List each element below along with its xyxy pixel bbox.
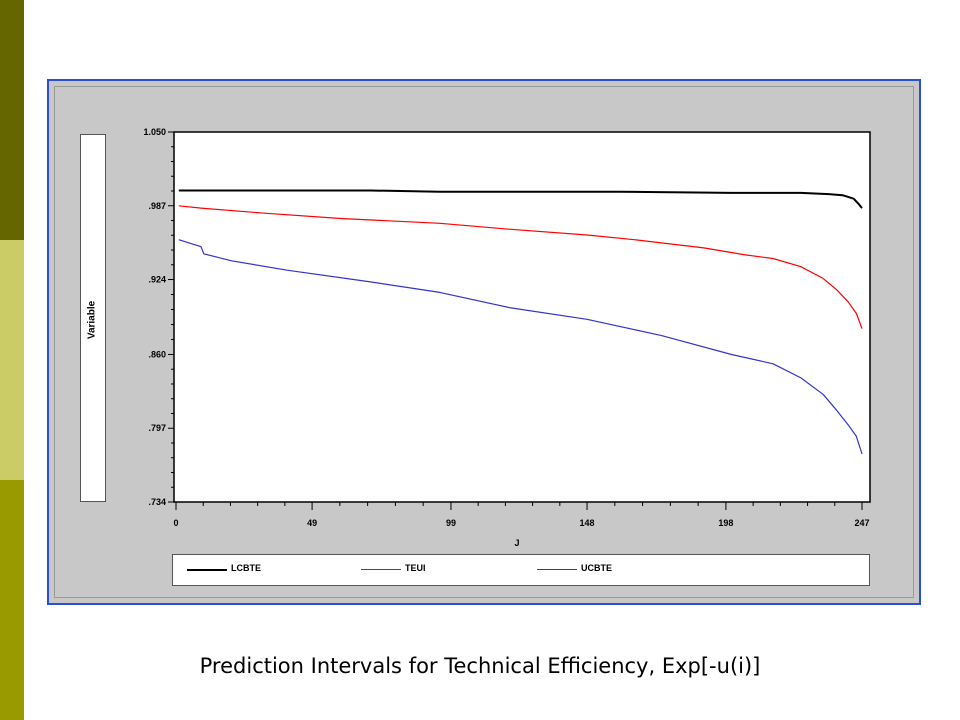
x-tick-label: 49 xyxy=(307,518,317,528)
y-tick-label: .860 xyxy=(148,349,166,359)
series-line-ucbte xyxy=(178,239,863,455)
legend: LCBTE TEUI UCBTE xyxy=(172,554,870,586)
legend-label-teui: TEUI xyxy=(405,563,426,573)
x-tick-label: 99 xyxy=(446,518,456,528)
variable-label-box xyxy=(80,134,106,502)
x-tick-label: 0 xyxy=(173,518,178,528)
y-tick-label: .734 xyxy=(148,497,166,507)
series-line-teui xyxy=(178,205,863,329)
series-lines xyxy=(178,189,863,455)
legend-label-lcbte: LCBTE xyxy=(231,563,261,573)
x-tick-label: 198 xyxy=(718,518,733,528)
side-strip-top xyxy=(0,0,24,240)
plot-area xyxy=(173,131,871,503)
side-strip-bottom xyxy=(0,480,24,720)
legend-swatch-lcbte xyxy=(187,569,227,571)
y-tick-label: .987 xyxy=(148,201,166,211)
y-tick-label: 1.050 xyxy=(143,127,166,137)
legend-swatch-teui xyxy=(361,569,401,570)
axis-ticks: .734 .797 .860 .924 .987 1.050 0 49 99 148 198 247 xyxy=(143,127,869,528)
y-tick-label: .797 xyxy=(148,423,166,433)
legend-swatch-ucbte xyxy=(537,569,577,570)
x-tick-label: 247 xyxy=(854,518,869,528)
x-tick-label: 148 xyxy=(580,518,595,528)
side-strip-middle xyxy=(0,240,24,480)
slide-caption: Prediction Intervals for Technical Effic… xyxy=(199,654,761,678)
x-axis-label: J xyxy=(514,538,519,548)
legend-label-ucbte: UCBTE xyxy=(581,563,612,573)
series-line-lcbte xyxy=(178,189,863,209)
y-tick-label: .924 xyxy=(148,275,166,285)
